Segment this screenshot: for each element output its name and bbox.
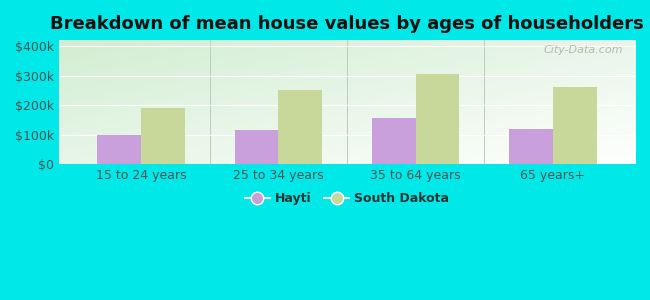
Bar xyxy=(278,90,322,164)
Text: City-Data.com: City-Data.com xyxy=(544,45,623,55)
Bar xyxy=(509,129,552,164)
Bar xyxy=(552,87,597,164)
Bar xyxy=(235,130,278,164)
Bar xyxy=(98,135,141,164)
Bar xyxy=(372,118,415,164)
Title: Breakdown of mean house values by ages of householders: Breakdown of mean house values by ages o… xyxy=(50,15,644,33)
Bar xyxy=(415,74,460,164)
Bar xyxy=(141,108,185,164)
Legend: Hayti, South Dakota: Hayti, South Dakota xyxy=(240,187,454,210)
